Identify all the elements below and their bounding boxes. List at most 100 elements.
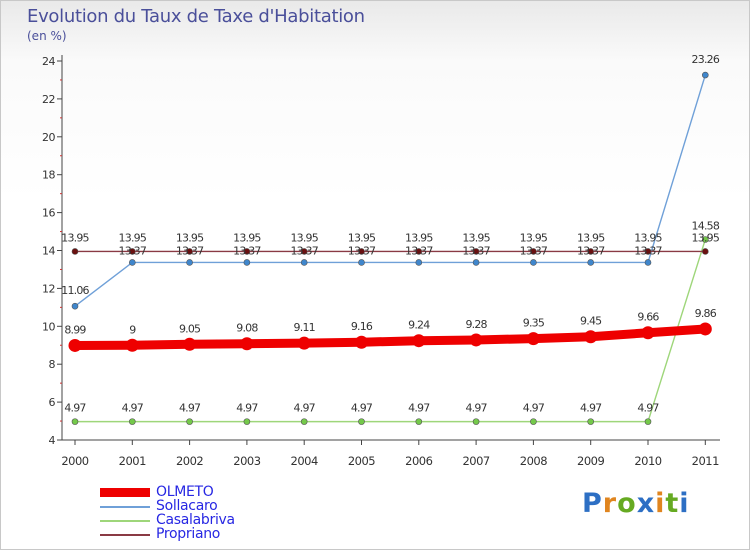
data-point-olmeto <box>526 332 540 346</box>
data-point-propriano <box>129 248 136 255</box>
data-label-casalabriva: 4.97 <box>64 402 86 415</box>
x-tick-label: 2004 <box>291 454 318 468</box>
logo-letter: o <box>617 488 637 519</box>
data-label-propriano: 13.95 <box>634 231 662 244</box>
data-point-casalabriva <box>530 418 537 425</box>
data-label-olmeto: 9.08 <box>236 322 258 335</box>
data-point-olmeto <box>584 330 598 344</box>
legend-swatch-olmeto <box>100 486 150 500</box>
data-label-casalabriva: 4.97 <box>523 402 545 415</box>
data-label-casalabriva: 4.97 <box>179 402 201 415</box>
legend-label-sollacaro: Sollacaro <box>156 498 218 514</box>
data-label-propriano: 13.95 <box>233 231 261 244</box>
data-point-propriano <box>472 248 480 255</box>
data-label-sollacaro: 13.37 <box>520 244 548 257</box>
data-label-olmeto: 8.99 <box>64 323 86 336</box>
data-point-olmeto <box>698 322 712 336</box>
data-point-casalabriva <box>701 236 709 243</box>
x-tick-label: 2006 <box>405 454 432 468</box>
logo-letter: P <box>582 488 603 519</box>
data-point-propriano <box>186 248 193 255</box>
data-point-propriano <box>300 248 308 255</box>
legend-label-casalabriva: Casalabriva <box>156 512 235 528</box>
data-point-casalabriva <box>358 418 365 425</box>
logo-letter: i <box>655 488 666 519</box>
data-label-olmeto: 9.05 <box>179 322 201 335</box>
x-tick-label: 2009 <box>577 454 604 468</box>
data-point-olmeto <box>355 335 368 349</box>
series-line-sollacaro <box>74 74 706 307</box>
data-label-casalabriva: 4.97 <box>236 402 258 415</box>
data-point-olmeto <box>68 338 82 352</box>
data-point-olmeto <box>469 333 483 347</box>
y-tick-label: 4 <box>49 434 56 447</box>
data-point-sollacaro <box>129 259 136 266</box>
data-point-propriano <box>530 248 537 255</box>
data-point-casalabriva <box>415 418 423 425</box>
x-tick-label: 2000 <box>61 454 88 468</box>
data-label-sollacaro: 13.37 <box>577 244 605 257</box>
data-point-propriano <box>644 248 652 255</box>
data-label-olmeto: 9.28 <box>465 318 487 331</box>
data-label-propriano: 13.95 <box>348 231 376 244</box>
data-label-sollacaro: 13.37 <box>348 244 376 257</box>
data-point-casalabriva <box>644 418 652 425</box>
data-label-olmeto: 9.24 <box>408 319 430 332</box>
data-label-olmeto: 9.16 <box>351 320 373 333</box>
data-point-sollacaro <box>186 259 193 266</box>
legend-swatch-propriano <box>100 528 150 542</box>
data-label-casalabriva: 4.97 <box>580 402 602 415</box>
logo-letter: i <box>679 488 690 519</box>
data-point-propriano <box>701 248 709 255</box>
data-label-sollacaro: 13.37 <box>233 244 261 257</box>
x-tick-label: 2003 <box>233 454 260 468</box>
y-tick-label: 18 <box>42 169 55 182</box>
data-point-casalabriva <box>71 418 79 425</box>
x-tick-label: 2010 <box>634 454 661 468</box>
data-label-sollacaro: 13.37 <box>405 244 433 257</box>
data-point-olmeto <box>412 334 426 348</box>
data-point-sollacaro <box>587 259 595 266</box>
data-point-propriano <box>243 248 251 255</box>
x-tick-label: 2001 <box>119 454 146 468</box>
x-tick-label: 2005 <box>348 454 375 468</box>
proxiti-logo: Proxiti <box>582 488 690 519</box>
y-tick-label: 14 <box>42 245 55 258</box>
data-point-casalabriva <box>243 418 251 425</box>
data-label-sollacaro: 23.26 <box>692 53 720 66</box>
data-label-casalabriva: 4.97 <box>351 402 373 415</box>
legend-label-olmeto: OLMETO <box>156 484 214 500</box>
data-point-propriano <box>587 248 595 255</box>
y-tick-label: 8 <box>49 358 56 371</box>
y-tick-label: 16 <box>42 207 55 220</box>
data-label-propriano: 13.95 <box>520 231 548 244</box>
data-label-casalabriva: 4.97 <box>408 402 430 415</box>
data-label-casalabriva: 4.97 <box>637 402 659 415</box>
series-line-casalabriva <box>74 238 706 423</box>
data-point-casalabriva <box>186 418 193 425</box>
x-tick-label: 2007 <box>462 454 489 468</box>
data-label-casalabriva: 4.97 <box>122 402 144 415</box>
series-line-olmeto <box>70 324 710 350</box>
logo-letter: t <box>665 488 680 519</box>
data-label-sollacaro: 13.37 <box>290 244 318 257</box>
legend-swatch-sollacaro <box>100 500 150 514</box>
chart-title: Evolution du Taux de Taxe d'Habitation <box>27 6 365 27</box>
x-tick-label: 2002 <box>176 454 203 468</box>
data-point-olmeto <box>240 337 254 351</box>
data-label-propriano: 13.95 <box>462 231 490 244</box>
y-tick-label: 22 <box>42 93 55 106</box>
data-label-olmeto: 9.66 <box>637 311 659 324</box>
data-point-sollacaro <box>472 259 480 266</box>
data-label-sollacaro: 13.37 <box>634 244 662 257</box>
data-point-propriano <box>358 248 365 255</box>
data-label-sollacaro: 13.37 <box>176 244 204 257</box>
data-label-sollacaro: 13.37 <box>462 244 490 257</box>
data-point-sollacaro <box>530 259 537 266</box>
y-tick-label: 12 <box>42 282 55 295</box>
data-label-propriano: 13.95 <box>176 231 204 244</box>
data-point-sollacaro <box>71 302 79 310</box>
y-tick-label: 24 <box>42 55 55 68</box>
data-point-sollacaro <box>701 71 709 79</box>
